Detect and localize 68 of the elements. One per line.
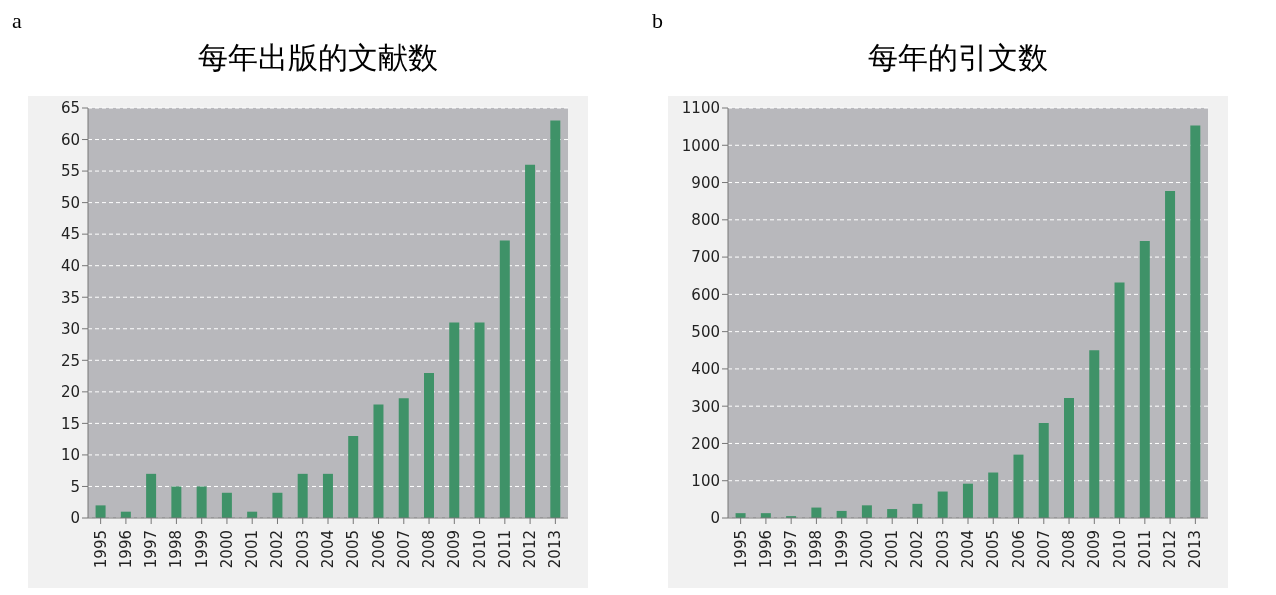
- x-tick-label: 2013: [1186, 530, 1205, 569]
- y-tick-label: 0: [70, 509, 80, 528]
- y-tick-label: 1000: [681, 136, 720, 155]
- x-tick-label: 2006: [369, 530, 388, 569]
- y-tick-label: 300: [691, 397, 720, 416]
- x-tick-label: 1998: [807, 530, 826, 569]
- x-tick-label: 2007: [1034, 530, 1053, 569]
- y-tick-label: 45: [60, 225, 80, 244]
- x-tick-label: 2001: [243, 530, 262, 569]
- x-tick-label: 2008: [1060, 530, 1079, 569]
- y-tick-label: 10: [60, 446, 80, 465]
- y-tick-label: 1100: [681, 99, 720, 118]
- x-tick-label: 2003: [293, 530, 312, 569]
- y-tick-label: 65: [60, 99, 80, 118]
- x-tick-label: 1999: [192, 530, 211, 569]
- y-tick-label: 30: [60, 320, 80, 339]
- y-tick-label: 55: [60, 162, 80, 181]
- y-tick-label: 5: [70, 477, 80, 496]
- x-tick-label: 2007: [394, 530, 413, 569]
- y-tick-label: 50: [60, 193, 80, 212]
- x-tick-label: 2012: [521, 530, 540, 569]
- y-tick-label: 40: [60, 257, 80, 276]
- chart-title: 每年出版的文献数: [197, 39, 439, 77]
- x-tick-label: 1995: [731, 530, 750, 569]
- x-tick-label: 2000: [217, 530, 236, 569]
- x-tick-label: 1997: [782, 530, 801, 569]
- y-tick-label: 200: [691, 434, 720, 453]
- x-tick-label: 1996: [756, 530, 775, 569]
- x-tick-label: 2005: [344, 530, 363, 569]
- x-tick-label: 2004: [959, 530, 977, 569]
- x-tick-label: 1999: [832, 530, 851, 569]
- x-tick-label: 2010: [1110, 530, 1129, 569]
- x-tick-label: 2002: [268, 530, 287, 569]
- y-tick-label: 0: [710, 509, 720, 528]
- x-tick-label: 1996: [116, 530, 135, 569]
- y-tick-label: 20: [60, 383, 80, 402]
- x-tick-label: 2013: [546, 530, 565, 569]
- x-tick-label: 2004: [319, 530, 337, 569]
- text: b: [652, 8, 663, 34]
- chart-title: 每年的引文数: [867, 39, 1049, 77]
- x-tick-label: 2009: [1085, 530, 1104, 569]
- y-tick-label: 500: [691, 322, 720, 341]
- x-tick-label: 2006: [1009, 530, 1028, 569]
- x-tick-label: 2011: [1135, 530, 1154, 569]
- y-tick-label: 900: [691, 173, 720, 192]
- x-tick-label: 2000: [857, 530, 876, 569]
- x-tick-label: 1997: [142, 530, 161, 569]
- x-tick-label: 2001: [883, 530, 902, 569]
- x-tick-label: 2010: [470, 530, 489, 569]
- x-tick-label: 1998: [167, 530, 186, 569]
- y-tick-label: 700: [691, 248, 720, 267]
- y-tick-label: 35: [60, 288, 80, 307]
- x-tick-label: 2012: [1161, 530, 1180, 569]
- x-tick-label: 2002: [908, 530, 927, 569]
- y-tick-label: 15: [60, 414, 80, 433]
- x-tick-label: 2011: [495, 530, 514, 569]
- y-tick-label: 600: [691, 285, 720, 304]
- x-tick-label: 2003: [933, 530, 952, 569]
- y-tick-label: 60: [60, 130, 80, 149]
- y-tick-label: 25: [60, 351, 80, 370]
- x-tick-label: 2008: [420, 530, 439, 569]
- y-tick-label: 800: [691, 211, 720, 230]
- x-tick-label: 2009: [445, 530, 464, 569]
- text: a: [12, 8, 22, 34]
- x-tick-label: 2005: [984, 530, 1003, 569]
- y-tick-label: 400: [691, 360, 720, 379]
- x-tick-label: 1995: [91, 530, 110, 569]
- y-tick-label: 100: [691, 472, 720, 491]
